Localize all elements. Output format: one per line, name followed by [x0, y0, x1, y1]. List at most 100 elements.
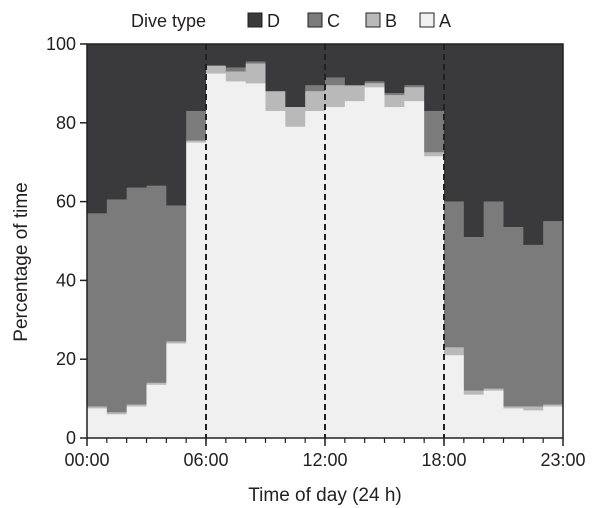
- bar-segment-b-13: [344, 85, 366, 102]
- bar-segment-d-07: [225, 44, 247, 68]
- bar-segment-d-22: [523, 44, 544, 245]
- bar-segment-a-17: [424, 156, 445, 439]
- bar-segment-d-19: [463, 44, 485, 238]
- bar-segment-b-03: [146, 382, 167, 385]
- legend-title: Dive type: [131, 11, 206, 31]
- bar-segment-d-21: [503, 44, 524, 228]
- bar-segment-d-23: [543, 44, 564, 222]
- bar-segment-c-22: [523, 244, 544, 407]
- bar-segment-a-12: [325, 107, 346, 438]
- bar-segment-a-02: [126, 406, 147, 438]
- bar-segment-a-11: [305, 110, 326, 438]
- bar-segment-a-22: [523, 410, 544, 438]
- bar-segment-b-11: [305, 91, 326, 111]
- bar-segment-a-15: [384, 107, 405, 438]
- bar-segment-c-16: [404, 85, 425, 88]
- bar-segment-d-10: [285, 44, 306, 108]
- bar-segment-a-20: [483, 390, 504, 438]
- x-axis-label: Time of day (24 h): [248, 485, 401, 506]
- bar-segment-d-06: [206, 44, 227, 66]
- bar-segment-d-17: [424, 44, 445, 111]
- bar-segment-d-01: [106, 44, 128, 200]
- bar-segment-a-01: [106, 414, 128, 438]
- bar-segment-b-09: [265, 91, 286, 111]
- x-tick-label: 18:00: [421, 450, 466, 470]
- bar-segment-d-15: [384, 44, 405, 94]
- bar-segment-a-00: [87, 408, 108, 438]
- bar-segment-a-05: [186, 142, 207, 438]
- bar-segment-d-02: [126, 44, 147, 188]
- bar-segment-a-19: [463, 394, 485, 438]
- bar-segment-c-18: [444, 201, 465, 348]
- x-tick-label: 00:00: [64, 450, 109, 470]
- bar-segment-a-18: [444, 355, 465, 438]
- legend-swatch-b: [365, 12, 381, 28]
- axes: 0 20 40 60 80 100 00:00 06:00 12:00 18:00 23:00: [46, 34, 586, 470]
- x-tick-label: 23:00: [540, 450, 585, 470]
- bar-segment-a-21: [503, 408, 524, 438]
- bar-segment-b-02: [126, 404, 147, 407]
- bar-segment-c-05: [186, 110, 207, 141]
- x-tick-label: 06:00: [183, 450, 228, 470]
- bar-segment-d-20: [483, 44, 504, 202]
- bar-segment-c-11: [305, 85, 326, 92]
- bar-segment-a-14: [364, 87, 385, 438]
- x-tick-label: 12:00: [302, 450, 347, 470]
- bar-segment-c-07: [225, 67, 247, 72]
- bar-segment-b-23: [543, 404, 564, 407]
- legend-label-c: C: [327, 11, 340, 31]
- bar-segment-d-14: [364, 44, 385, 82]
- y-axis-label: Percentage of time: [11, 182, 32, 341]
- legend: Dive type D C B A: [131, 11, 451, 31]
- bar-segment-b-22: [523, 406, 544, 411]
- reference-lines: [205, 44, 445, 438]
- bars: [87, 44, 564, 439]
- bar-segment-b-17: [424, 152, 445, 157]
- bar-segment-c-00: [87, 213, 108, 407]
- bar-segment-b-14: [364, 83, 385, 88]
- bar-segment-d-05: [186, 44, 207, 111]
- bar-segment-a-16: [404, 101, 425, 438]
- bar-segment-b-20: [483, 388, 504, 391]
- bar-segment-d-08: [245, 44, 266, 62]
- bar-segment-b-10: [285, 107, 306, 127]
- bar-segment-a-09: [265, 110, 286, 438]
- y-tick-label: 100: [46, 34, 76, 54]
- bar-segment-b-01: [106, 412, 128, 415]
- bar-segment-b-19: [463, 390, 485, 395]
- bar-segment-d-12: [325, 44, 346, 78]
- bar-segment-c-17: [424, 110, 445, 153]
- bar-segment-a-23: [543, 406, 564, 438]
- bar-segment-d-04: [166, 44, 187, 206]
- bar-segment-b-16: [404, 87, 425, 102]
- bar-segment-a-04: [166, 343, 187, 438]
- bar-segment-d-13: [344, 44, 366, 86]
- bar-segment-d-11: [305, 44, 326, 86]
- bar-segment-b-18: [444, 347, 465, 356]
- bar-segment-a-13: [344, 101, 366, 438]
- y-tick-label: 60: [56, 192, 76, 212]
- bar-segment-a-07: [225, 81, 247, 439]
- bar-segment-c-04: [166, 205, 187, 342]
- bar-segment-c-23: [543, 221, 564, 405]
- bar-segment-d-00: [87, 44, 108, 214]
- y-tick-label: 20: [56, 349, 76, 369]
- bar-segment-c-12: [325, 77, 346, 86]
- bar-segment-d-16: [404, 44, 425, 86]
- bar-segment-b-08: [245, 63, 266, 84]
- bar-segment-b-00: [87, 406, 108, 409]
- bar-segment-c-14: [364, 81, 385, 84]
- legend-label-d: D: [267, 11, 280, 31]
- bar-segment-b-12: [325, 85, 346, 108]
- bar-segment-c-21: [503, 227, 524, 407]
- bar-segment-a-06: [206, 73, 227, 439]
- bar-segment-c-01: [106, 199, 128, 413]
- legend-swatch-a: [419, 12, 435, 28]
- bar-segment-c-15: [384, 93, 405, 96]
- bar-segment-a-08: [245, 83, 266, 439]
- legend-label-a: A: [439, 11, 451, 31]
- bar-segment-a-03: [146, 384, 167, 438]
- y-tick-label: 80: [56, 113, 76, 133]
- y-tick-label: 40: [56, 270, 76, 290]
